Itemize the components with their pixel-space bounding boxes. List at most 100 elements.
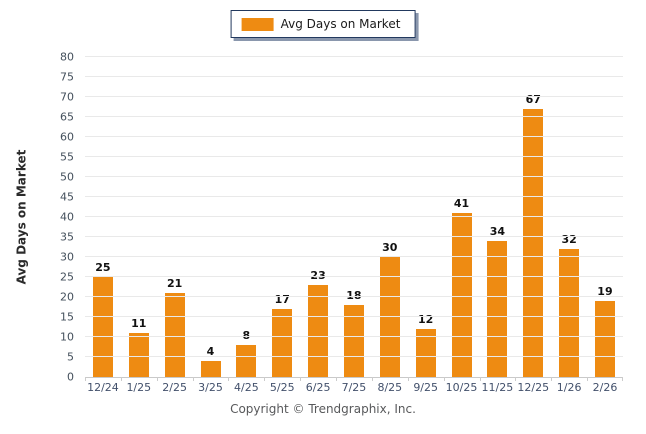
bar-slot: 25 xyxy=(85,57,121,377)
x-tick-label: 11/25 xyxy=(481,381,514,394)
y-tick-label: 70 xyxy=(60,90,74,104)
x-tick-label: 2/25 xyxy=(162,381,187,394)
x-axis-tick-mark xyxy=(300,377,302,381)
gridline xyxy=(85,156,623,157)
bar-value-label: 21 xyxy=(166,277,183,290)
x-axis-tick-mark xyxy=(85,377,86,381)
gridline xyxy=(85,96,623,97)
x-tick-label: 3/25 xyxy=(198,381,223,394)
y-tick-label: 45 xyxy=(60,190,74,204)
bar-value-label: 41 xyxy=(453,197,470,210)
bar xyxy=(92,277,113,377)
gridline xyxy=(85,196,623,197)
x-tick-label: 1/25 xyxy=(126,381,152,394)
bar xyxy=(308,285,329,377)
bar-slot: 18 xyxy=(336,57,372,377)
bar-value-label: 18 xyxy=(346,289,362,302)
x-axis-tick-mark xyxy=(407,377,409,381)
gridline xyxy=(85,256,623,257)
y-axis-tick-labels: 0 5 10 15 20 25 30 35 40 45 50 55 60 65 70 75 80 xyxy=(36,52,80,383)
bar-slot: 41 xyxy=(444,57,480,377)
gridline xyxy=(85,316,623,317)
x-tick-label: 12/25 xyxy=(517,381,550,394)
y-tick-label: 0 xyxy=(67,370,74,384)
gridline xyxy=(85,356,623,357)
x-axis-tick-mark xyxy=(515,377,517,381)
bar xyxy=(594,301,615,377)
y-tick-label: 5 xyxy=(67,350,74,364)
y-tick-label: 80 xyxy=(60,50,74,64)
bar xyxy=(128,333,149,377)
plot-area: 25 11 21 4 8 17 23 18 30 12 41 34 67 32 19 xyxy=(85,56,623,378)
bar xyxy=(236,345,257,377)
y-tick-label: 20 xyxy=(60,290,74,304)
bar-slot: 30 xyxy=(372,57,408,377)
bar xyxy=(559,249,580,377)
y-tick-label: 10 xyxy=(60,330,74,344)
bar-slot: 4 xyxy=(193,57,229,377)
bar-value-label: 4 xyxy=(206,345,215,358)
bar xyxy=(343,305,364,377)
y-tick-label: 50 xyxy=(60,170,74,184)
gridline xyxy=(85,76,623,77)
bar xyxy=(487,241,508,377)
gridline xyxy=(85,116,623,117)
bar-slot: 12 xyxy=(408,57,444,377)
legend: Avg Days on Market xyxy=(230,10,416,38)
gridline xyxy=(85,336,623,337)
legend-swatch-icon xyxy=(241,17,274,31)
x-tick-label: 9/25 xyxy=(413,381,439,394)
y-axis-title: Avg Days on Market xyxy=(8,57,34,377)
bar-slot: 21 xyxy=(157,57,193,377)
bar xyxy=(272,309,293,377)
gridline xyxy=(85,136,623,137)
x-tick-label: 2/26 xyxy=(592,381,618,394)
bar-slot: 32 xyxy=(551,57,587,377)
x-tick-label: 10/25 xyxy=(445,381,478,394)
y-tick-label: 15 xyxy=(60,310,74,324)
y-tick-label: 65 xyxy=(60,110,74,124)
x-axis-tick-mark xyxy=(264,377,266,381)
bar-slot: 11 xyxy=(121,57,157,377)
x-tick-label: 7/25 xyxy=(341,381,367,394)
bar-slot: 17 xyxy=(264,57,300,377)
bar-value-label: 12 xyxy=(418,313,434,326)
bar-slot: 19 xyxy=(587,57,623,377)
x-axis-tick-mark xyxy=(156,377,158,381)
y-tick-label: 60 xyxy=(60,130,74,144)
x-axis-tick-mark xyxy=(371,377,373,381)
gridline xyxy=(85,276,623,277)
bar-value-label: 11 xyxy=(131,317,147,330)
bar-slot: 8 xyxy=(228,57,264,377)
y-tick-label: 35 xyxy=(60,230,74,244)
x-tick-label: 8/25 xyxy=(377,381,403,394)
x-axis-tick-mark xyxy=(479,377,481,381)
bar xyxy=(379,257,400,377)
y-axis-title-text: Avg Days on Market xyxy=(14,149,28,285)
x-axis-tick-mark xyxy=(622,377,623,381)
x-tick-label: 5/25 xyxy=(269,381,295,394)
bar xyxy=(200,361,221,377)
bar xyxy=(415,329,436,377)
gridline xyxy=(85,176,623,177)
bar-value-label: 30 xyxy=(382,241,398,254)
bar-value-label: 8 xyxy=(243,330,251,341)
x-axis-tick-mark xyxy=(192,377,194,381)
bar-value-label: 17 xyxy=(274,293,290,306)
y-tick-label: 30 xyxy=(60,250,74,264)
x-axis-tick-mark xyxy=(336,377,338,381)
legend-label: Avg Days on Market xyxy=(280,17,401,31)
x-tick-label: 6/25 xyxy=(305,381,331,394)
gridline xyxy=(85,296,623,297)
bar-slot: 23 xyxy=(300,57,336,377)
x-tick-label: 12/24 xyxy=(87,381,119,394)
gridline xyxy=(85,216,623,217)
bar-value-label: 19 xyxy=(597,285,613,298)
gridline xyxy=(85,236,623,237)
y-tick-label: 40 xyxy=(60,210,74,224)
x-axis-tick-mark xyxy=(228,377,230,381)
y-tick-label: 25 xyxy=(60,270,74,284)
gridline xyxy=(85,56,623,57)
bar-value-label: 67 xyxy=(525,93,541,106)
